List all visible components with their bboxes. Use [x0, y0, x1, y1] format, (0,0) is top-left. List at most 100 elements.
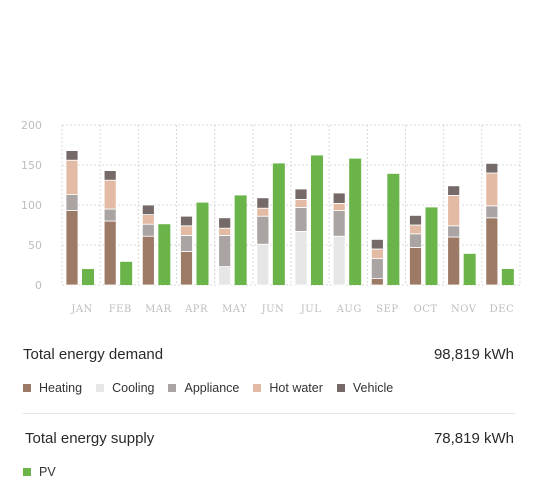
bar-appliance-jan: [65, 194, 79, 212]
x-tick-label: APR: [184, 304, 208, 315]
bar-vehicle-aug: [332, 192, 346, 204]
x-tick-label: SEP: [376, 304, 398, 315]
bar-hot-water-apr: [180, 225, 193, 236]
legend-cooling-label: Cooling: [112, 381, 155, 395]
demand-summary: Total energy demand 98,819 kWh: [23, 346, 514, 363]
demand-value: 98,819 kWh: [433, 346, 514, 363]
bar-heating-mar: [141, 235, 155, 286]
y-tick-label: 50: [28, 239, 42, 252]
demand-legend: Heating Cooling Appliance Hot water Vehi…: [23, 381, 407, 395]
bar-vehicle-jun: [256, 197, 270, 209]
supply-title: Total energy supply: [25, 430, 155, 447]
bar-pv-oct: [425, 207, 438, 285]
bar-heating-jan: [65, 210, 79, 286]
x-tick-label: MAY: [222, 304, 247, 315]
y-tick-label: 200: [21, 119, 42, 132]
bar-vehicle-nov: [447, 185, 461, 196]
energy-chart: 0 50 100 150 200 JAN FEB MAR APR MAY JUN JUL AUG SEP…: [21, 119, 521, 315]
bar-heating-sep: [370, 278, 384, 286]
x-tick-label: OCT: [414, 304, 438, 315]
legend-hot-water-label: Hot water: [269, 381, 323, 395]
bar-vehicle-mar: [141, 204, 155, 215]
bar-pv-nov: [463, 253, 476, 285]
bar-hot-water-feb: [103, 179, 117, 210]
bar-appliance-nov: [447, 225, 461, 238]
bar-heating-apr: [180, 250, 193, 286]
bar-cooling-jul: [294, 230, 308, 286]
bar-heating-dec: [485, 217, 499, 286]
bar-pv-jun: [272, 163, 285, 285]
bar-cooling-aug: [332, 235, 346, 286]
bar-hot-water-aug: [332, 202, 346, 211]
bar-pv-mar: [158, 224, 171, 285]
bar-hot-water-sep: [370, 248, 384, 260]
bar-appliance-aug: [332, 210, 346, 237]
legend-vehicle-swatch: [336, 384, 345, 392]
bar-pv-jan: [82, 269, 94, 285]
bar-hot-water-oct: [409, 224, 422, 235]
bar-heating-oct: [409, 246, 422, 286]
bar-hot-water-may: [218, 227, 232, 236]
legend-vehicle-label: Vehicle: [352, 381, 394, 395]
bar-pv-feb: [120, 261, 133, 285]
bar-appliance-mar: [141, 223, 155, 237]
bar-appliance-jul: [294, 206, 308, 232]
bar-vehicle-dec: [485, 162, 499, 174]
bar-pv-may: [234, 195, 247, 285]
bar-vehicle-oct: [409, 214, 422, 226]
chart-bars: [65, 150, 514, 286]
bar-hot-water-dec: [485, 172, 499, 207]
x-tick-label: AUG: [336, 304, 362, 315]
legend-cooling: Cooling: [96, 381, 154, 395]
bar-cooling-may: [218, 266, 232, 286]
demand-title: Total energy demand: [23, 346, 164, 363]
bar-vehicle-jul: [294, 188, 308, 200]
x-tick-label: JUL: [300, 304, 322, 315]
legend-pv-swatch: [23, 468, 31, 476]
bar-heating-nov: [447, 236, 461, 286]
bar-hot-water-mar: [141, 214, 155, 225]
legend-hot-water-swatch: [253, 384, 262, 392]
bar-appliance-oct: [409, 233, 422, 248]
bar-appliance-dec: [485, 205, 499, 219]
legend-heating: Heating: [23, 381, 82, 395]
bar-vehicle-may: [218, 217, 232, 229]
legend-vehicle: Vehicle: [336, 381, 394, 395]
bar-hot-water-jul: [294, 198, 308, 208]
bar-vehicle-apr: [180, 215, 193, 227]
legend-heating-swatch: [23, 384, 31, 392]
bar-pv-sep: [387, 173, 400, 285]
bar-cooling-jun: [256, 243, 270, 286]
bar-vehicle-jan: [65, 150, 79, 161]
bar-appliance-apr: [180, 234, 193, 252]
bar-pv-jul: [311, 155, 323, 285]
bar-pv-aug: [349, 158, 362, 285]
bar-vehicle-sep: [370, 238, 384, 250]
x-tick-label: DEC: [490, 304, 514, 315]
legend-pv: PV: [23, 465, 56, 479]
x-tick-label: NOV: [451, 304, 477, 315]
bar-pv-dec: [501, 269, 514, 285]
legend-heating-label: Heating: [39, 381, 83, 395]
legend-appliance-label: Appliance: [184, 381, 240, 395]
bar-pv-apr: [196, 202, 209, 285]
legend-hot-water: Hot water: [253, 381, 323, 395]
bar-hot-water-jun: [256, 207, 270, 217]
bar-appliance-feb: [103, 208, 117, 222]
legend-pv-label: PV: [39, 465, 56, 479]
y-axis-ticks: 0 50 100 150 200: [21, 119, 42, 292]
legend-appliance: Appliance: [168, 381, 239, 395]
bar-hot-water-jan: [65, 159, 79, 195]
legend-cooling-swatch: [96, 384, 105, 392]
x-tick-label: JAN: [70, 304, 92, 315]
bar-appliance-sep: [370, 258, 384, 280]
x-axis-ticks: JAN FEB MAR APR MAY JUN JUL AUG SEP OCT NOV DEC: [70, 304, 514, 315]
x-tick-label: JUN: [261, 304, 285, 315]
y-tick-label: 100: [21, 199, 42, 212]
y-tick-label: 0: [35, 279, 42, 292]
x-tick-label: MAR: [145, 304, 172, 315]
legend-appliance-swatch: [168, 384, 177, 392]
bar-appliance-may: [218, 234, 232, 267]
supply-legend: PV: [23, 465, 70, 479]
supply-summary: Total energy supply 78,819 kWh: [25, 430, 514, 447]
